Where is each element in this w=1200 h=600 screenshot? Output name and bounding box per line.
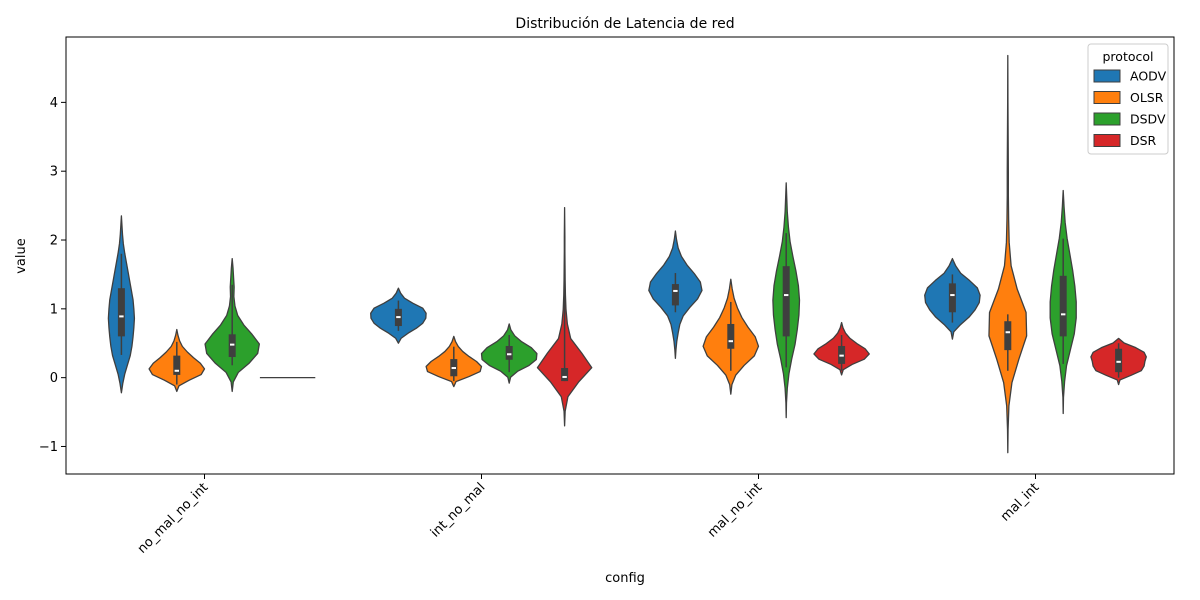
y-tick-label: −1 (39, 440, 58, 455)
violin-olsr-int-no-mal-median (451, 367, 456, 370)
violin-dsdv-mal-int-median (1061, 313, 1066, 316)
violin-aodv-no-mal-no-int-iqr-box (117, 288, 125, 337)
violin-dsr-mal-int-iqr-box (1115, 348, 1123, 373)
violin-olsr-no-mal-no-int-median (174, 369, 179, 372)
y-axis: −1 0 1 2 3 4 (39, 96, 66, 455)
violin-olsr-mal-int-median (1005, 331, 1010, 334)
y-tick-label: 1 (50, 302, 58, 317)
legend-title: protocol (1103, 49, 1154, 64)
violin-dsdv-int-no-mal-iqr-box (505, 345, 513, 360)
violin-dsdv-no-mal-no-int-iqr-box (228, 334, 236, 358)
violin-dsdv-mal-no-int-median (784, 294, 789, 297)
violin-olsr-mal-int-iqr-box (1004, 321, 1012, 351)
violin-dsdv-no-mal-no-int-median (230, 343, 235, 346)
x-tick-label: int_no_mal (428, 480, 488, 540)
violin-olsr-mal-int (988, 54, 1028, 454)
legend-label-aodv: AODV (1130, 69, 1167, 84)
y-tick-label: 2 (50, 234, 58, 249)
violin-olsr-mal-no-int-median (728, 340, 733, 343)
y-axis-title: value (14, 238, 29, 274)
violin-dsdv-mal-no-int-iqr-box (782, 266, 790, 337)
legend-swatch-olsr (1093, 91, 1121, 104)
violin-olsr-mal-no-int-iqr-box (727, 323, 735, 349)
legend-swatch-dsr (1093, 134, 1121, 147)
legend-label-dsr: DSR (1130, 133, 1157, 148)
y-tick-label: 3 (50, 165, 58, 180)
plot-area (107, 54, 1147, 454)
legend-swatch-aodv (1093, 69, 1121, 83)
legend: protocol AODV OLSR DSDV DSR (1087, 43, 1169, 155)
violin-dsr-mal-no-int-median (839, 354, 844, 357)
violin-dsr-int-no-mal-median (562, 375, 567, 378)
legend-swatch-dsdv (1093, 112, 1121, 126)
x-tick-label: mal_int (998, 480, 1042, 524)
x-axis: no_mal_no_int int_no_mal mal_no_int mal_int (135, 474, 1042, 557)
violin-olsr-no-mal-no-int-iqr-box (173, 355, 181, 375)
violin-dsr-int-no-mal-iqr-box (561, 368, 569, 382)
legend-label-olsr: OLSR (1130, 90, 1164, 105)
x-tick-label: mal_no_int (705, 480, 765, 540)
chart-title: Distribución de Latencia de red (515, 16, 734, 32)
violin-aodv-int-no-mal-median (396, 316, 401, 319)
violin-dsdv-int-no-mal-median (507, 353, 512, 356)
violin-aodv-mal-int-iqr-box (948, 283, 956, 313)
violin-dsdv-mal-int-iqr-box (1059, 275, 1067, 337)
x-axis-title: config (605, 571, 645, 586)
y-tick-label: 4 (50, 96, 58, 111)
violin-aodv-mal-int-median (950, 294, 955, 297)
violin-aodv-mal-no-int-iqr-box (671, 284, 679, 306)
violin-aodv-no-mal-no-int-median (119, 315, 124, 318)
legend-label-dsdv: DSDV (1130, 112, 1166, 127)
violin-aodv-mal-no-int-median (673, 289, 678, 292)
violin-dsr-mal-int-median (1116, 360, 1121, 363)
plot-frame (65, 36, 1175, 475)
y-tick-label: 0 (50, 371, 58, 386)
x-tick-label: no_mal_no_int (135, 480, 211, 556)
